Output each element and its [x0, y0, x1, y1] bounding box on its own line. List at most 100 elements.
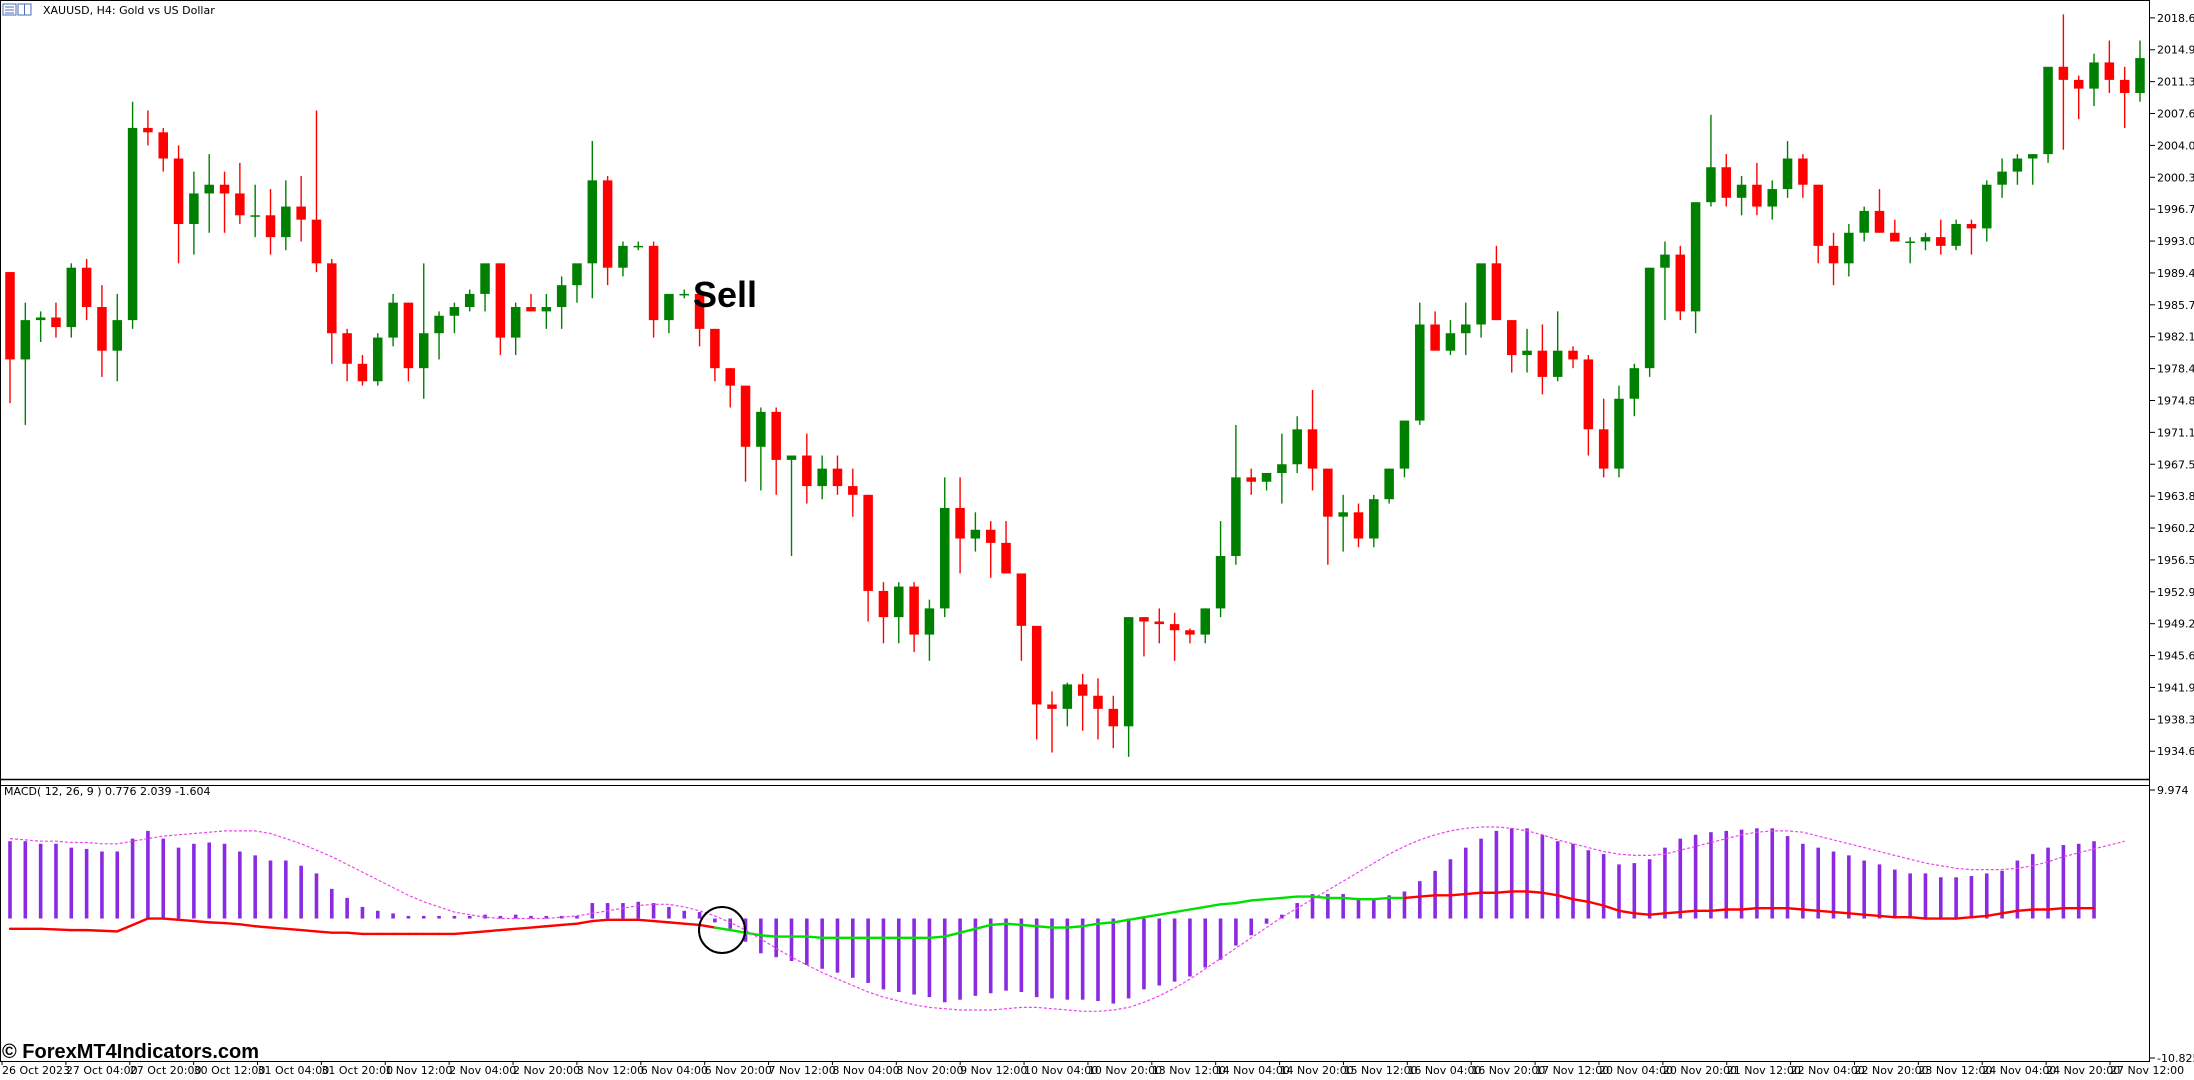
candle [1169, 612, 1180, 661]
signal-line-segment [1556, 894, 1575, 901]
signal-line-segment [1219, 901, 1238, 906]
candle [1552, 311, 1563, 382]
candle [1415, 302, 1425, 425]
macd-hist-bar [1356, 897, 1361, 919]
price-tick-label: 1938.30 [2157, 713, 2194, 726]
signal-line-segment [744, 931, 763, 937]
signal-cross-circle [698, 906, 746, 954]
macd-hist-bar [314, 873, 319, 919]
candle [2119, 66, 2130, 128]
candle [235, 162, 245, 225]
candle [1246, 468, 1256, 495]
macd-hist-bar [1126, 918, 1131, 999]
macd-hist-bar [483, 914, 487, 919]
signal-line-segment [1602, 904, 1621, 912]
macd-hist-bar [1448, 859, 1453, 919]
signal-line-segment [729, 928, 747, 934]
candle [878, 582, 889, 644]
signal-line-segment [131, 917, 150, 927]
signal-line-segment [1633, 912, 1651, 916]
candle [1675, 245, 1686, 321]
candle [725, 368, 735, 408]
sell-annotation: Sell [693, 274, 757, 315]
signal-line-segment [1096, 921, 1115, 925]
signal-line-segment [223, 921, 242, 926]
signal-line-segment [1372, 896, 1391, 901]
signal-line-segment [1142, 913, 1161, 919]
macd-hist-bar [1785, 836, 1790, 919]
macd-hist-bar [1417, 881, 1422, 919]
macd-hist-bar [268, 860, 273, 919]
signal-line-segment [483, 928, 502, 933]
signal-line-segment [192, 919, 211, 924]
candle [1108, 695, 1119, 749]
signal-line-segment [499, 927, 517, 932]
macd-hist-bar [2030, 854, 2035, 919]
time-tick-label: 21 Nov 12:00 [1727, 1064, 1801, 1075]
time-tick-label: 6 Nov 04:00 [641, 1064, 708, 1075]
candle [418, 263, 429, 399]
signal-line-segment [1571, 897, 1590, 903]
time-tick-label: 22 Nov 20:00 [1854, 1064, 1928, 1075]
macd-hist-bar [682, 910, 687, 919]
price-tick-label: 1945.60 [2157, 650, 2194, 663]
macd-hist-bar [1709, 832, 1713, 919]
macd-hist-bar [375, 910, 380, 919]
candle [1062, 682, 1073, 727]
candle [1093, 678, 1103, 740]
candle [189, 171, 199, 255]
signal-line-segment [713, 926, 732, 932]
candle [265, 189, 276, 255]
time-tick-label: 20 Nov 20:00 [1663, 1064, 1737, 1075]
candle [327, 258, 337, 364]
candle [1461, 302, 1471, 356]
signal-line-segment [2016, 908, 2034, 912]
candles [5, 14, 2145, 757]
signal-line-segment [759, 934, 778, 938]
macd-hist-bar [1188, 918, 1192, 977]
candle [1353, 503, 1364, 548]
macd-hist-bar [942, 918, 947, 1003]
price-tick-label: 1963.85 [2157, 490, 2194, 503]
macd-hist-bar [1601, 854, 1606, 919]
candle [204, 154, 214, 233]
signal-line-segment [1311, 895, 1330, 900]
candle [2089, 53, 2099, 107]
signal-line-segment [1495, 890, 1513, 894]
candle [771, 407, 781, 495]
candle [1522, 328, 1532, 373]
price-tick-label: 1952.90 [2157, 586, 2194, 599]
time-tick-label: 13 Nov 12:00 [1152, 1064, 1226, 1075]
candle [1874, 189, 1885, 233]
candle [1721, 154, 1732, 207]
signal-line-segment [1127, 916, 1146, 922]
time-tick-label: 24 Nov 20:00 [2046, 1064, 2120, 1075]
candle [403, 302, 414, 382]
macd-hist-bar [84, 848, 89, 919]
candle [602, 175, 613, 286]
time-tick-label: 27 Nov 12:00 [2110, 1064, 2184, 1075]
price-tick-label: 1941.95 [2157, 681, 2194, 694]
macd-hist-bar [329, 888, 334, 919]
price-tick-label: 1996.70 [2157, 203, 2194, 216]
candle [1905, 237, 1915, 264]
macd-hist-bar [23, 841, 28, 919]
candle [311, 110, 322, 273]
signal-line-segment [1066, 925, 1084, 929]
price-axis[interactable]: 2018.60 2014.95 2011.30 2007.65 2004.00 2000.… [2150, 12, 2194, 758]
signal-line-segment [116, 923, 134, 933]
macd-hist-bar [1494, 830, 1499, 919]
macd-hist-bar [176, 847, 181, 919]
macd-hist-bar [1111, 918, 1116, 1004]
chart-window-icon[interactable] [2, 3, 32, 16]
signal-line-segment [1679, 909, 1697, 914]
signal-line-segment [2000, 909, 2019, 915]
candle [296, 175, 306, 242]
macd-hist-bar [130, 838, 135, 919]
macd-hist-bar [728, 918, 733, 929]
macd-hist-bar [881, 918, 886, 990]
time-tick-label: 17 Nov 12:00 [1535, 1064, 1609, 1075]
